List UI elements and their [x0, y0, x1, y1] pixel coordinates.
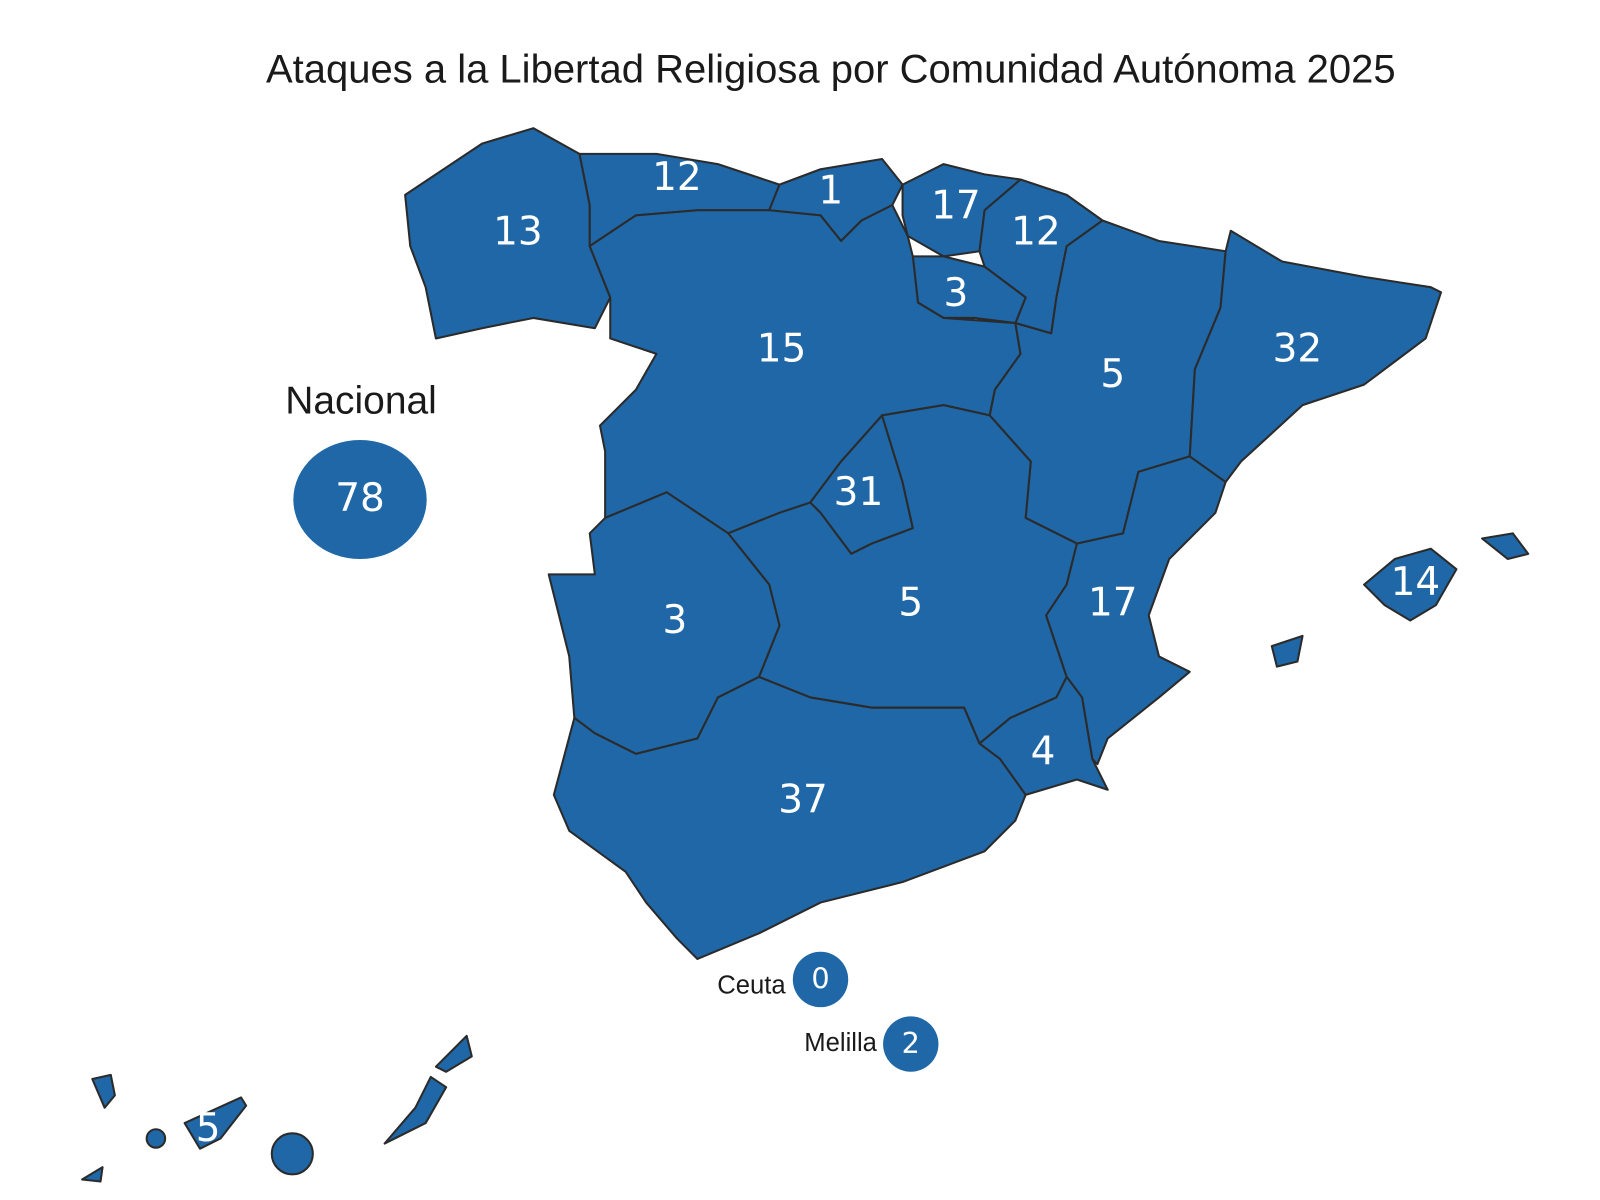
ceuta-bubble — [792, 951, 849, 1008]
national-label: Nacional — [285, 379, 437, 422]
island-group — [1270, 532, 1530, 668]
island — [91, 1073, 116, 1109]
island — [1270, 634, 1304, 668]
region-values: 13 12 1 17 12 3 15 5 32 31 5 3 17 4 37 1… — [196, 155, 1440, 1151]
ceuta-label: Ceuta — [717, 971, 786, 999]
region-value: 12 — [1011, 209, 1061, 254]
region-value: 5 — [1100, 352, 1125, 397]
region-value: 12 — [652, 155, 702, 200]
ceuta-value: 0 — [811, 962, 829, 996]
region-value: 3 — [943, 271, 968, 316]
national-bubble — [293, 440, 427, 559]
region-value: 31 — [834, 470, 884, 515]
region-value: 13 — [493, 209, 543, 254]
region-value: 4 — [1031, 729, 1056, 774]
region-value: 5 — [898, 581, 923, 626]
region-shape — [552, 675, 1027, 960]
region-value: 37 — [778, 778, 828, 823]
island — [1481, 532, 1530, 560]
region-value: 1 — [818, 168, 843, 213]
island-group — [81, 1034, 473, 1183]
region-value: 14 — [1391, 560, 1441, 605]
melilla-label: Melilla — [804, 1029, 877, 1057]
region-value: 5 — [196, 1106, 221, 1151]
region-shape — [1188, 229, 1443, 484]
island — [383, 1075, 448, 1145]
island — [1363, 547, 1458, 622]
region-value: 15 — [757, 326, 807, 371]
island — [434, 1034, 473, 1073]
melilla-value: 2 — [902, 1026, 920, 1060]
region-value: 17 — [931, 184, 981, 229]
melilla: Melilla 2 — [804, 1016, 939, 1072]
island — [183, 1096, 248, 1150]
region-value: 3 — [662, 598, 687, 643]
region-value: 17 — [1088, 581, 1138, 626]
ceuta: Ceuta 0 — [717, 951, 849, 1008]
region-shape — [404, 127, 612, 340]
map-title: Ataques a la Libertad Religiosa por Comu… — [266, 47, 1396, 91]
island — [81, 1166, 104, 1183]
island — [270, 1132, 314, 1176]
region-value: 32 — [1273, 326, 1323, 371]
regions — [81, 127, 1530, 1183]
national: Nacional 78 — [285, 379, 437, 559]
national-value: 78 — [335, 476, 385, 521]
melilla-bubble — [883, 1016, 939, 1072]
island — [145, 1128, 167, 1149]
